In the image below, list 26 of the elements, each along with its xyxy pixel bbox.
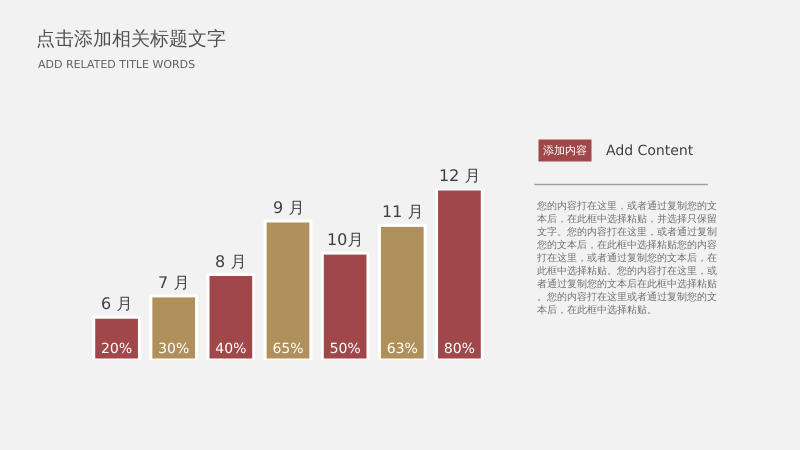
x-tick-label: 9 月 (273, 198, 304, 217)
bar (92, 316, 141, 360)
text: 您的内容打在这里，或者通过复制您的文本后，在此框中选择粘贴，并选择只保留文字。您的内容打在这里，或者通过复制您的文本后，在此框中选择粘贴您的内容打在这里，或者通过复制您的文本后，在此框中选择粘贴。您的内容打在这里，或者通过复制您的文本后在此框中选择粘贴。您的内容打在这里或者通过复制您的文本后，在此框中选择粘贴。 (537, 201, 717, 316)
data-label: 30% (158, 341, 190, 357)
text: Add Content (606, 143, 694, 159)
data-label: 20% (101, 341, 132, 357)
x-tick-label: 10月 (327, 230, 364, 249)
bar (264, 220, 312, 360)
data-label: 40% (215, 341, 246, 357)
bar (435, 189, 484, 360)
x-tick-label: 6 月 (101, 294, 132, 313)
x-tick-label: 12 月 (439, 166, 480, 185)
data-label: 65% (272, 341, 304, 357)
x-tick-label: 11 月 (382, 202, 424, 221)
data-label: 50% (330, 341, 361, 357)
chart-title: 点击添加相关标题文字 (36, 28, 226, 50)
chart-subtitle: ADD RELATED TITLE WORDS (38, 58, 196, 71)
data-label: 80% (444, 341, 475, 357)
bar (149, 294, 198, 360)
x-tick-label: 7 月 (158, 273, 190, 292)
bar (206, 273, 256, 360)
data-label: 63% (386, 341, 418, 357)
bar (378, 224, 427, 360)
bar (320, 252, 370, 360)
text: 添加内容 (543, 144, 587, 157)
x-tick-label: 8 月 (215, 252, 246, 271)
